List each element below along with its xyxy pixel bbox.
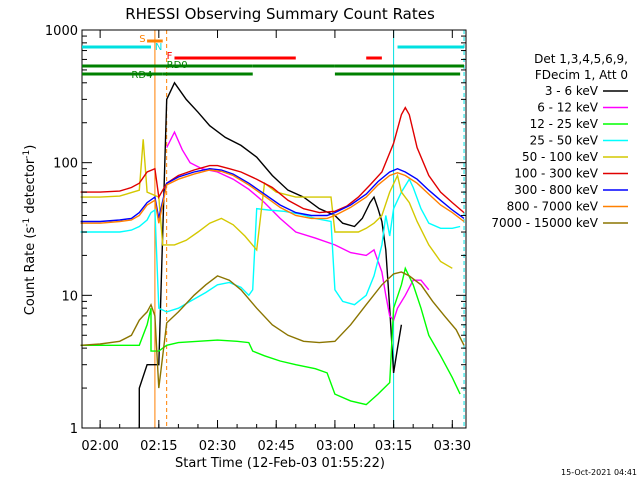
series-line <box>138 81 403 428</box>
plot-frame <box>81 29 467 429</box>
legend-entries: 3 - 6 keV 6 - 12 keV 12 - 25 keV 25 - 50 ke… <box>491 84 628 230</box>
legend-label: 7000 - 15000 keV <box>491 216 598 230</box>
flag-label-n: N <box>155 42 162 53</box>
x-tick-label: 03:00 <box>316 439 353 454</box>
legend-label: 3 - 6 keV <box>545 84 599 98</box>
legend-label: 25 - 50 keV <box>530 134 599 148</box>
flag-label-rd4: RD4 <box>131 70 152 81</box>
legend-label: 800 - 7000 keV <box>507 200 599 214</box>
y-tick-label: 10 <box>61 289 78 304</box>
series-line <box>80 139 453 269</box>
x-axis-label: Start Time (12-Feb-03 01:55:22) <box>175 456 385 471</box>
plot-area <box>80 30 465 428</box>
x-tick-label: 02:15 <box>140 439 177 454</box>
timestamp: 15-Oct-2021 04:41 <box>561 468 637 477</box>
x-tick-label: 03:30 <box>434 439 471 454</box>
legend-label: 12 - 25 keV <box>530 117 599 131</box>
flag-label-s: S <box>139 34 145 45</box>
legend-label: 100 - 300 keV <box>514 167 598 181</box>
series-line <box>80 177 461 313</box>
x-tick-label: 03:15 <box>375 439 412 454</box>
legend-header-line-2: FDecim 1, Att 0 <box>535 68 628 82</box>
y-tick-label: 1000 <box>45 24 78 39</box>
legend: Det 1,3,4,5,6,9, FDecim 1, Att 0 3 - 6 k… <box>491 52 628 230</box>
legend-header-line-1: Det 1,3,4,5,6,9, <box>534 52 628 66</box>
axis-ticks: 02:00 02:15 02:30 02:45 03:00 03:15 03:30 1 10 10… <box>45 24 471 454</box>
series-line <box>80 167 465 223</box>
series-line <box>80 271 465 389</box>
y-axis-label: Count Rate (s-1 detector-1) <box>22 145 38 316</box>
flag-label-rd0: RD0 <box>167 60 188 71</box>
series-line <box>166 130 430 322</box>
series-line <box>80 106 465 214</box>
y-tick-label: 100 <box>53 157 78 172</box>
series-line <box>80 266 461 406</box>
legend-label: 300 - 800 keV <box>514 183 598 197</box>
x-tick-label: 02:30 <box>199 439 236 454</box>
y-tick-label: 1 <box>70 422 78 437</box>
legend-label: 50 - 100 keV <box>522 150 599 164</box>
chart-title: RHESSI Observing Summary Count Rates <box>125 5 435 23</box>
legend-label: 6 - 12 keV <box>537 101 599 115</box>
x-tick-label: 02:00 <box>81 439 118 454</box>
series-line <box>80 169 465 224</box>
x-tick-label: 02:45 <box>257 439 294 454</box>
flag-label-f: F <box>167 51 173 62</box>
